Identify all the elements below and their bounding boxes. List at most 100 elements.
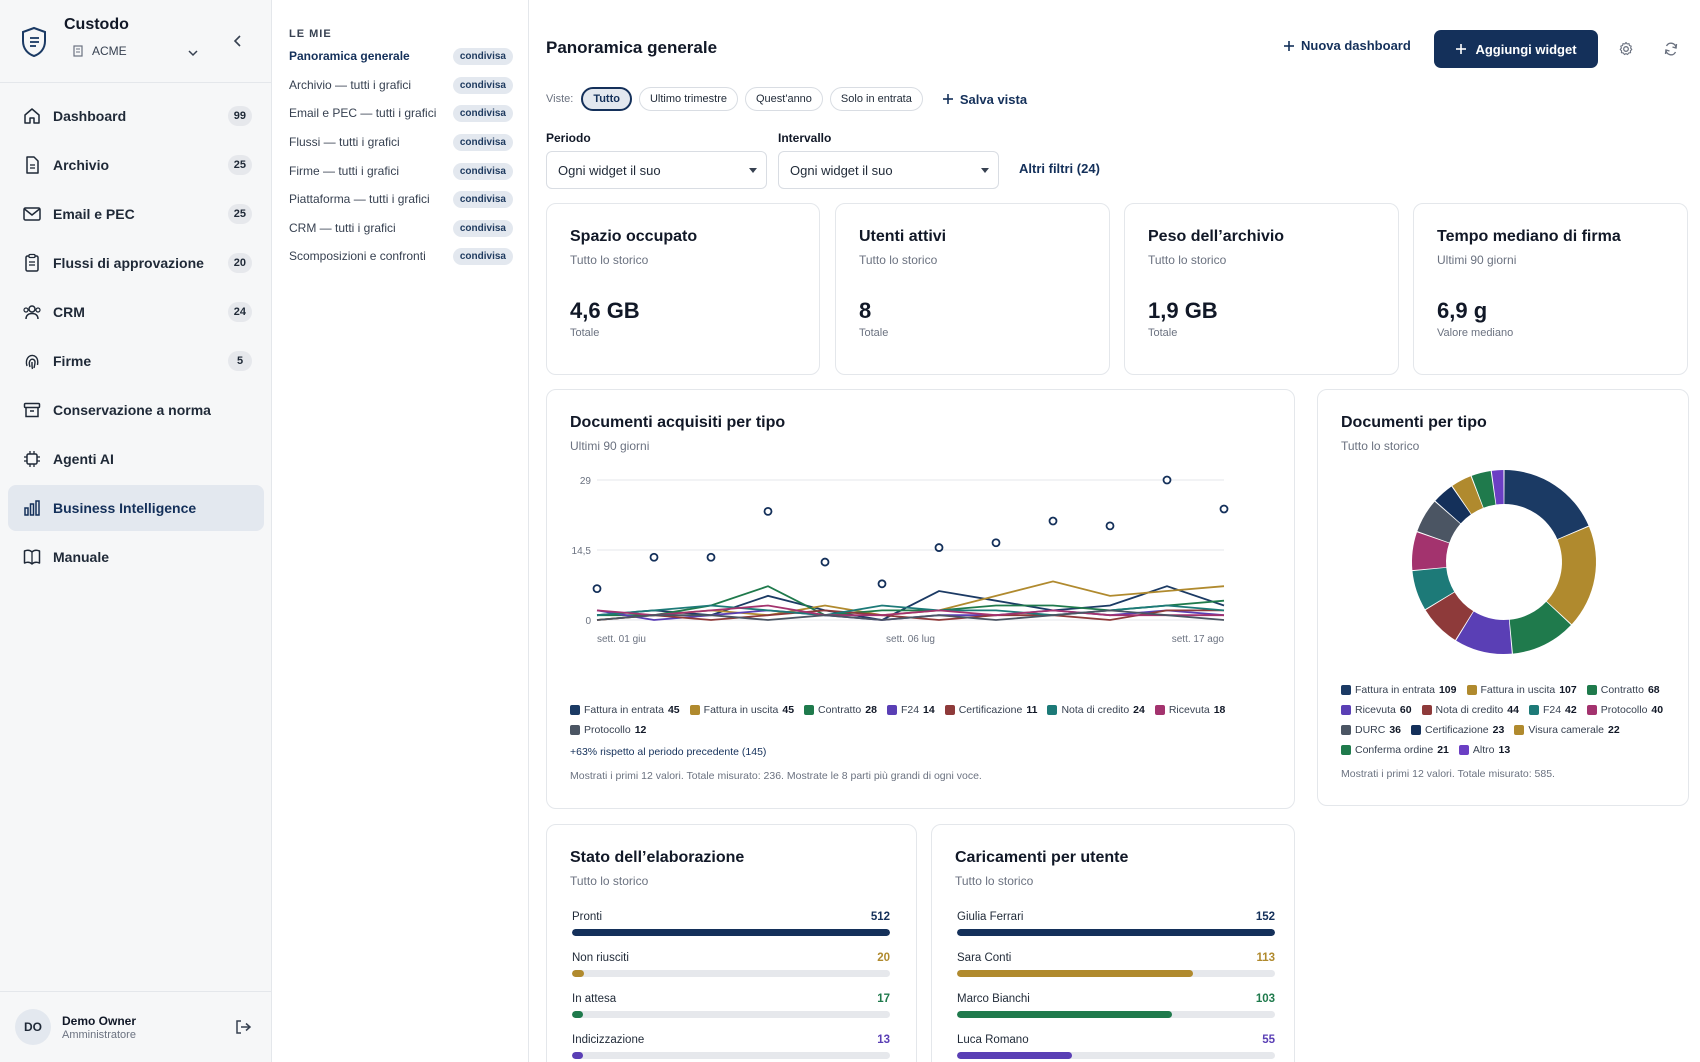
donut-slice[interactable] [1509,601,1571,654]
nav-item-business-intelligence[interactable]: Business Intelligence [8,485,264,531]
legend-item[interactable]: Fattura in uscita 45 [689,700,794,720]
bar-row[interactable]: Luca Romano 55 [957,1034,1275,1062]
legend-item[interactable]: Conferma ordine 21 [1341,740,1449,760]
logout-icon[interactable] [234,1018,252,1036]
total-point[interactable] [649,552,659,562]
total-point[interactable] [877,579,887,589]
total-point[interactable] [934,543,944,552]
donut-slice[interactable] [1435,486,1471,524]
total-point[interactable] [1219,504,1229,514]
nav-item-archivio[interactable]: Archivio 25 [8,142,264,188]
bar-row[interactable]: Marco Bianchi 103 [957,993,1275,1029]
donut-slice[interactable] [1425,592,1474,640]
legend-item[interactable]: Certificazione 11 [944,700,1037,720]
legend-item[interactable]: Certificazione 23 [1411,720,1504,740]
legend-item[interactable]: F24 42 [1528,700,1577,720]
bar-value: 152 [1255,911,1275,923]
total-point[interactable] [706,552,716,562]
kpi-subtitle: Tutto lo storico [570,253,649,267]
total-point[interactable] [991,538,1001,548]
legend-item[interactable]: Ricevuta 18 [1154,700,1225,720]
dashboard-item[interactable]: Firme — tutti i grafici condivisa [289,160,513,182]
legend-item[interactable]: Protocollo 40 [1586,700,1663,720]
legend-value: 42 [1565,704,1577,716]
legend-item[interactable]: Fattura in entrata 109 [1341,680,1457,700]
view-chip-ultimo-trimestre[interactable]: Ultimo trimestre [638,87,738,111]
legend-item[interactable]: Visura camerale 22 [1514,720,1620,740]
total-point[interactable] [763,506,773,516]
bar-row[interactable]: Giulia Ferrari 152 [957,911,1275,947]
total-point[interactable] [592,584,602,594]
nav-item-conservazione[interactable]: Conservazione a norma [8,387,264,433]
legend-item[interactable]: Ricevuta 60 [1341,700,1412,720]
interval-value: Ogni widget il suo [790,162,893,178]
bar-chart-icon [24,500,40,516]
avatar[interactable]: DO [15,1009,51,1045]
donut-slice[interactable] [1504,470,1589,540]
dashboard-item[interactable]: Flussi — tutti i grafici condivisa [289,131,513,153]
legend-item[interactable]: Nota di credito 24 [1047,700,1145,720]
legend-item[interactable]: Nota di credito 44 [1421,700,1519,720]
refresh-icon[interactable] [1663,41,1679,57]
legend-item[interactable]: F24 14 [886,700,935,720]
new-dashboard-button[interactable]: Nuova dashboard [1283,38,1411,53]
total-point[interactable] [1162,475,1172,485]
donut-slice[interactable] [1417,501,1461,543]
total-point[interactable] [820,557,830,567]
donut-slice[interactable] [1471,470,1496,508]
nav-item-flussi[interactable]: Flussi di approvazione 20 [8,240,264,286]
total-point[interactable] [1048,516,1058,526]
dashboard-item[interactable]: Piattaforma — tutti i grafici condivisa [289,188,513,210]
shared-badge: condivisa [452,190,513,208]
bar-row[interactable]: Indicizzazione 13 [572,1034,890,1062]
bar-row[interactable]: Non riusciti 20 [572,952,890,988]
donut-slice[interactable] [1452,476,1483,514]
dashboard-item[interactable]: CRM — tutti i grafici condivisa [289,217,513,239]
donut-slice[interactable] [1412,567,1455,610]
nav-item-email-pec[interactable]: Email e PEC 25 [8,191,264,237]
donut-slice[interactable] [1546,526,1596,625]
view-chip-quest-anno[interactable]: Quest'anno [745,87,823,111]
legend-item[interactable]: Fattura in entrata 45 [570,700,680,720]
add-widget-button[interactable]: Aggiungi widget [1434,30,1598,68]
nav-item-firme[interactable]: Firme 5 [8,338,264,384]
series-line [596,604,1224,617]
bar-row[interactable]: In attesa 17 [572,993,890,1029]
chevron-down-icon[interactable] [186,46,200,60]
bar-label: Luca Romano [957,1034,1029,1046]
nav-item-dashboard[interactable]: Dashboard 99 [8,93,264,139]
org-selector[interactable]: ACME [72,44,127,58]
nav-item-agenti-ai[interactable]: Agenti AI [8,436,264,482]
view-chip-solo-in-entrata[interactable]: Solo in entrata [829,87,923,111]
dashboard-item[interactable]: Archivio — tutti i grafici condivisa [289,74,513,96]
bar-row[interactable]: Sara Conti 113 [957,952,1275,988]
donut-slice[interactable] [1456,611,1512,654]
more-filters-link[interactable]: Altri filtri (24) [1019,161,1100,176]
legend-item[interactable]: Altro 13 [1458,740,1510,760]
legend-item[interactable]: Contratto 68 [1586,680,1660,700]
dashboard-item[interactable]: Scomposizioni e confronti condivisa [289,245,513,267]
donut-slice[interactable] [1412,532,1450,571]
total-point[interactable] [1105,521,1115,531]
save-view-button[interactable]: Salva vista [942,92,1027,107]
collapse-sidebar-icon[interactable] [230,33,246,49]
gear-icon[interactable] [1618,41,1634,57]
legend-item[interactable]: Contratto 28 [804,700,877,720]
interval-select[interactable]: Ogni widget il suo [778,151,999,189]
dashboard-item[interactable]: Email e PEC — tutti i grafici condivisa [289,102,513,124]
dashboard-item[interactable]: Panoramica generale condivisa [289,45,513,67]
legend-value: 22 [1608,724,1620,736]
legend-swatch [570,725,580,735]
donut-slice[interactable] [1491,470,1504,505]
nav-item-crm[interactable]: CRM 24 [8,289,264,335]
legend-item[interactable]: Protocollo 12 [570,720,646,740]
kpi-caption: Totale [1148,327,1178,339]
legend-item[interactable]: DURC 36 [1341,720,1401,740]
nav-item-manuale[interactable]: Manuale [8,534,264,580]
save-view-label: Salva vista [959,91,1028,107]
period-select[interactable]: Ogni widget il suo [546,151,767,189]
bar-row[interactable]: Pronti 512 [572,911,890,947]
legend-item[interactable]: Fattura in uscita 107 [1466,680,1577,700]
dashboard-item-label: Archivio — tutti i grafici [289,78,412,92]
view-chip-tutto[interactable]: Tutto [581,87,632,111]
